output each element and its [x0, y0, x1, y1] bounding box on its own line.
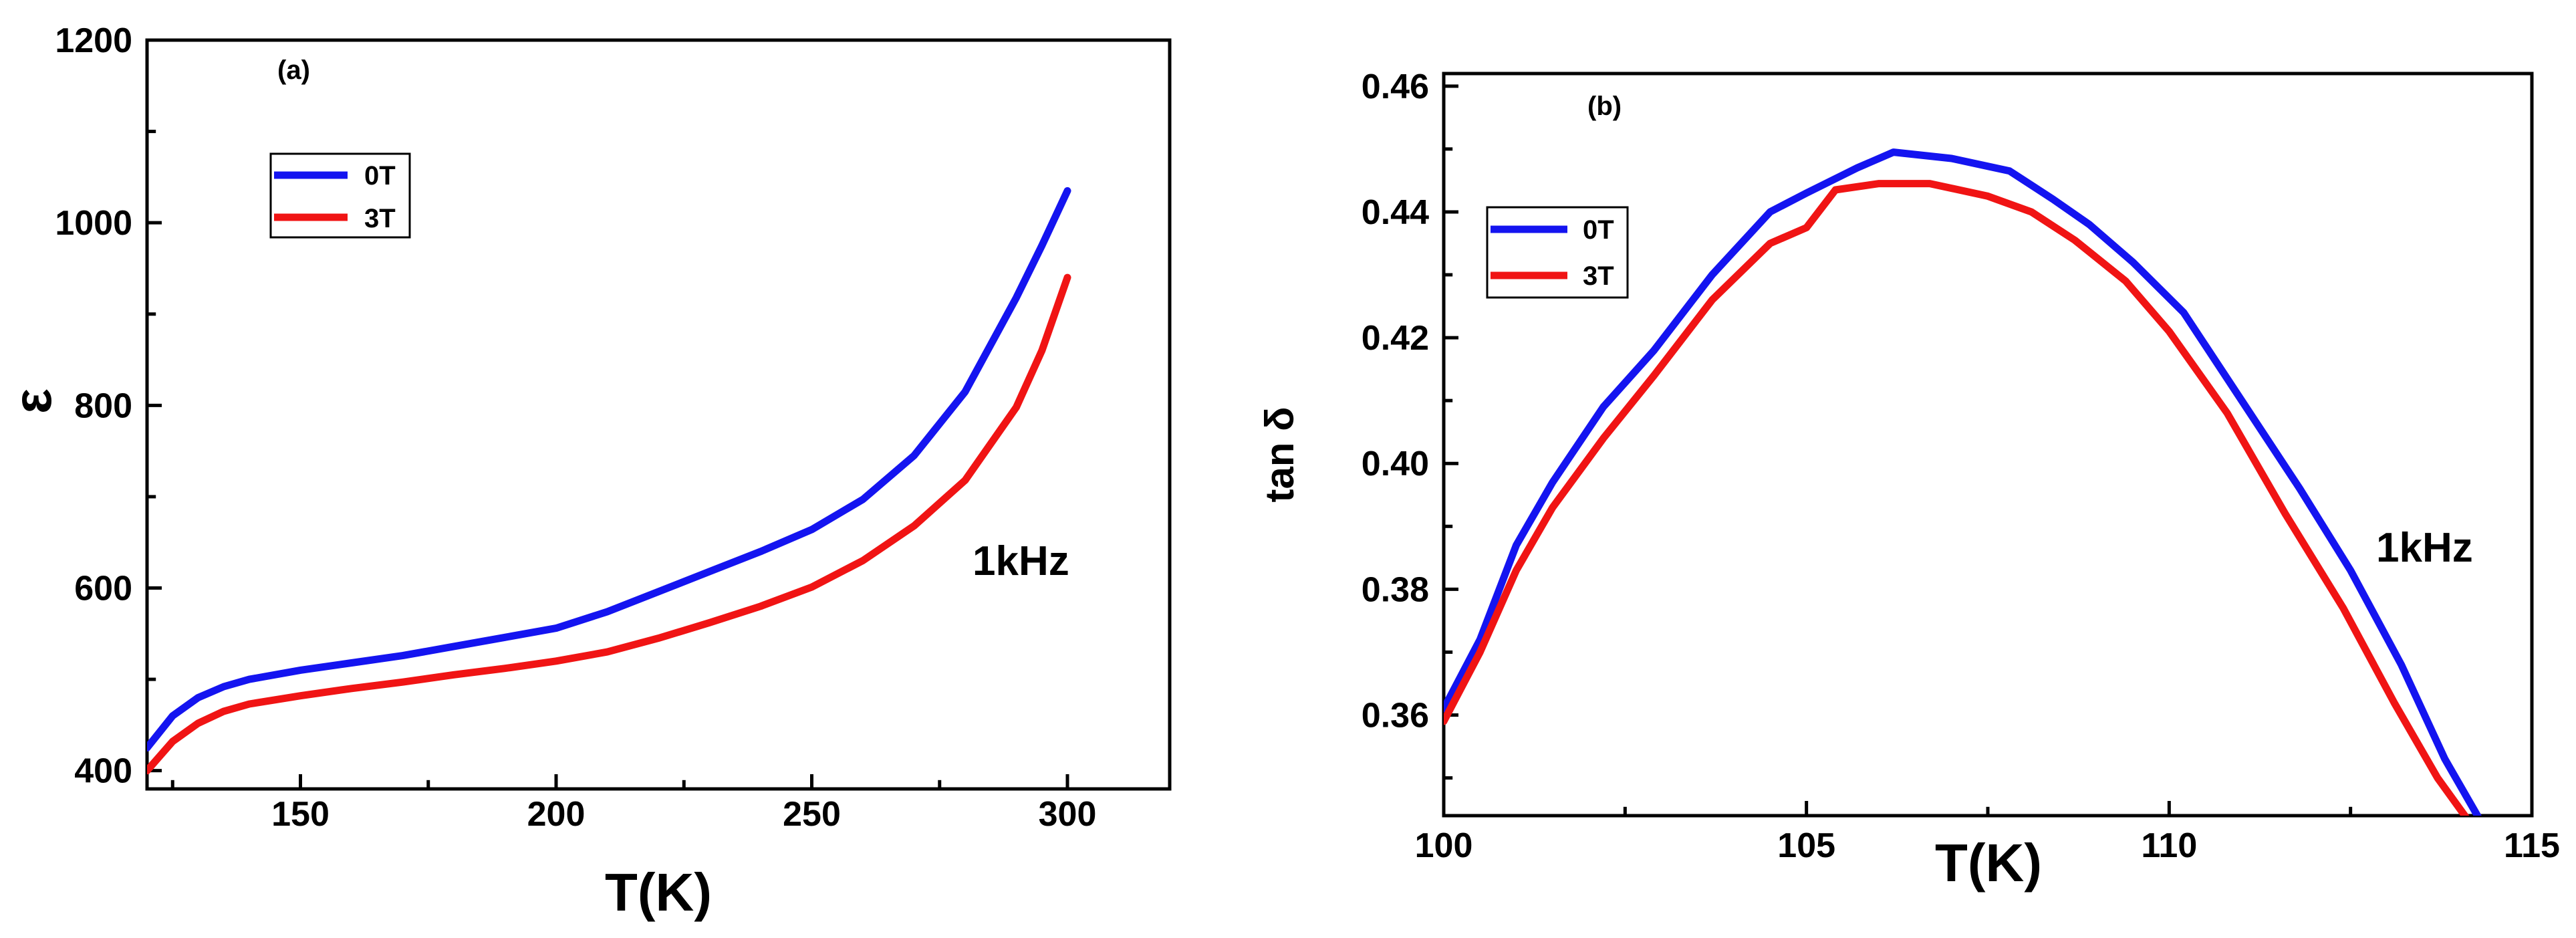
- y-axis-label-b: tan δ: [1257, 406, 1302, 502]
- chart-panel-b: 100 105 110 115 0.36 0.38 0.40 0.42 0.44 0.46 (b)…: [1257, 68, 2560, 893]
- x-tick-label-a: 200: [527, 795, 586, 834]
- chart-panel-a: 150 200 250 300 400 600 800 1000 1200 (a) 1kHz T…: [3, 21, 1172, 922]
- x-tick-label-a: 150: [271, 795, 330, 834]
- y-tick-label-a: 1200: [55, 21, 132, 60]
- panel-label-a: (a): [277, 55, 310, 85]
- series-line-b-3t: [1444, 180, 2470, 816]
- y-axis-label-a: ε: [3, 388, 62, 414]
- y-tick-label-a: 600: [74, 570, 132, 608]
- panel-label-b: (b): [1587, 92, 1622, 121]
- plot-frame-a: [145, 38, 1172, 791]
- x-tick-label-b: 115: [2504, 826, 2560, 865]
- x-axis-label-b: T(K): [1935, 833, 2042, 893]
- y-tick-label-a: 800: [74, 386, 132, 425]
- y-tick-label-b: 0.38: [1362, 570, 1429, 609]
- x-axis-label-a: T(K): [605, 862, 712, 922]
- legend-label-a-0t: 0T: [364, 161, 396, 191]
- x-tick-label-b: 110: [2141, 826, 2197, 865]
- annotation-a: 1kHz: [973, 538, 1069, 584]
- x-tick-label-b: 100: [1415, 826, 1473, 865]
- x-tick-label-a: 300: [1039, 795, 1097, 834]
- legend-label-b-0t: 0T: [1583, 215, 1614, 245]
- y-tick-label-b: 0.44: [1362, 193, 1429, 232]
- x-tick-label-b: 105: [1777, 826, 1835, 865]
- y-tick-label-a: 1000: [55, 204, 132, 243]
- y-tick-label-b: 0.42: [1362, 319, 1429, 358]
- annotation-b: 1kHz: [2376, 525, 2473, 571]
- legend-b: 0T 3T: [1486, 206, 1629, 299]
- series-line-b-0t: [1444, 148, 2482, 816]
- y-tick-label-b: 0.40: [1362, 445, 1429, 483]
- legend-label-a-3t: 3T: [364, 204, 396, 233]
- legend-box-b: [1486, 206, 1629, 299]
- y-tick-label-b: 0.46: [1362, 68, 1429, 106]
- series-line-a-3t: [147, 273, 1071, 775]
- y-tick-label-a: 400: [74, 752, 132, 791]
- legend-a: 0T 3T: [269, 152, 411, 239]
- legend-box-a: [269, 152, 411, 239]
- legend-label-b-3t: 3T: [1583, 261, 1614, 291]
- y-tick-label-b: 0.36: [1362, 696, 1429, 735]
- series-line-a-0t: [147, 187, 1071, 751]
- x-tick-label-a: 250: [783, 795, 841, 834]
